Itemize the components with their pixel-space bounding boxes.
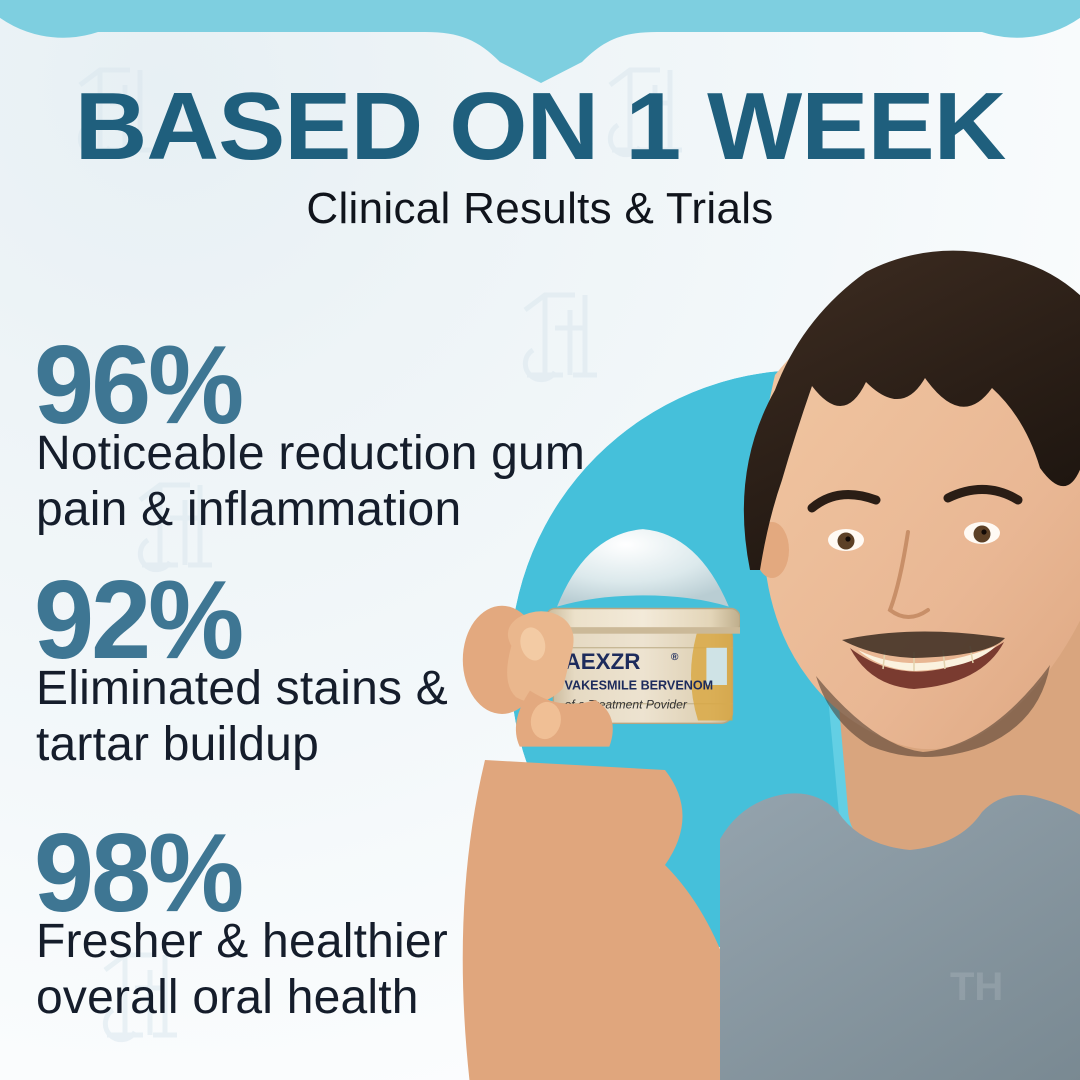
svg-text:TH: TH — [950, 965, 1003, 1009]
svg-text:AEXZR: AEXZR — [565, 649, 641, 674]
svg-text:®: ® — [671, 652, 679, 663]
svg-text:VAKESMILE BERVENOM: VAKESMILE BERVENOM — [565, 679, 714, 693]
